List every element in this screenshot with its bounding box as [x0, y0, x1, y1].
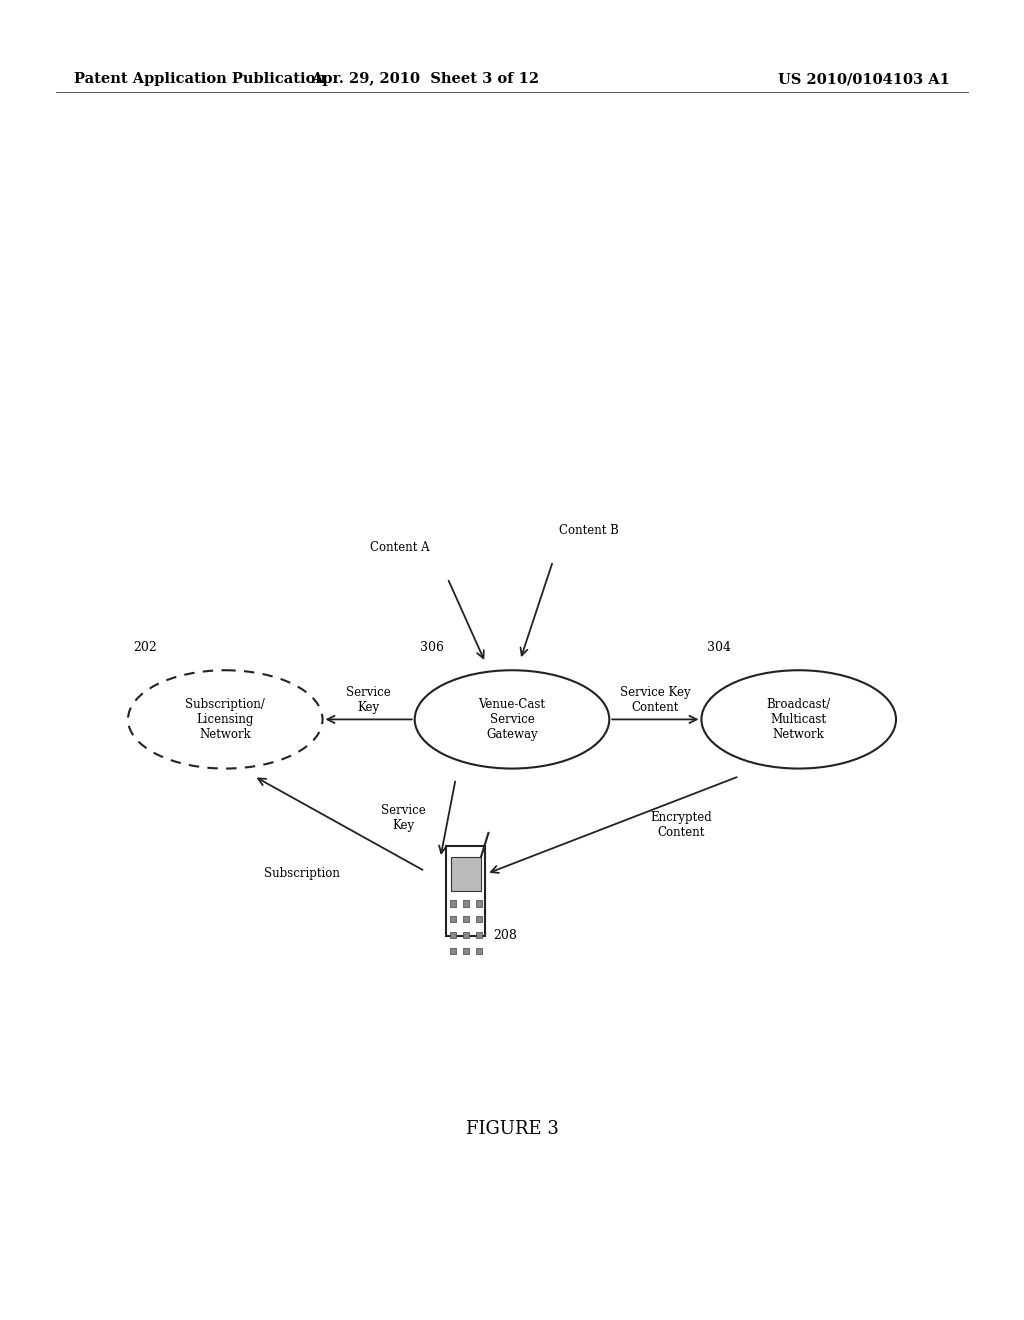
Text: FIGURE 3: FIGURE 3	[466, 1119, 558, 1138]
Text: Encrypted
Content: Encrypted Content	[650, 810, 712, 840]
Text: 202: 202	[133, 642, 157, 655]
Bar	[463, 932, 469, 939]
Text: 208: 208	[494, 929, 517, 942]
Bar	[476, 900, 482, 907]
Text: Service Key
Content: Service Key Content	[621, 685, 690, 714]
Text: 306: 306	[420, 642, 443, 655]
Bar	[463, 900, 469, 907]
Text: Subscription: Subscription	[264, 867, 340, 880]
Bar	[476, 948, 482, 954]
Text: Subscription/
Licensing
Network: Subscription/ Licensing Network	[185, 698, 265, 741]
Bar	[451, 857, 481, 891]
Text: Patent Application Publication: Patent Application Publication	[74, 73, 326, 86]
Bar	[476, 916, 482, 923]
Text: Broadcast/
Multicast
Network: Broadcast/ Multicast Network	[767, 698, 830, 741]
Ellipse shape	[701, 671, 896, 768]
Text: Service
Key: Service Key	[381, 804, 426, 833]
Bar	[463, 948, 469, 954]
Ellipse shape	[128, 671, 323, 768]
Bar	[450, 916, 456, 923]
Text: Venue-Cast
Service
Gateway: Venue-Cast Service Gateway	[478, 698, 546, 741]
Bar	[450, 900, 456, 907]
Text: Service
Key: Service Key	[346, 685, 391, 714]
Bar	[476, 932, 482, 939]
Bar	[450, 948, 456, 954]
Text: US 2010/0104103 A1: US 2010/0104103 A1	[778, 73, 950, 86]
Text: Apr. 29, 2010  Sheet 3 of 12: Apr. 29, 2010 Sheet 3 of 12	[311, 73, 539, 86]
Ellipse shape	[415, 671, 609, 768]
Text: 304: 304	[707, 642, 730, 655]
Bar	[463, 916, 469, 923]
Bar	[446, 846, 485, 936]
Bar	[450, 932, 456, 939]
Text: Content A: Content A	[370, 541, 429, 554]
Text: Content B: Content B	[559, 524, 618, 537]
